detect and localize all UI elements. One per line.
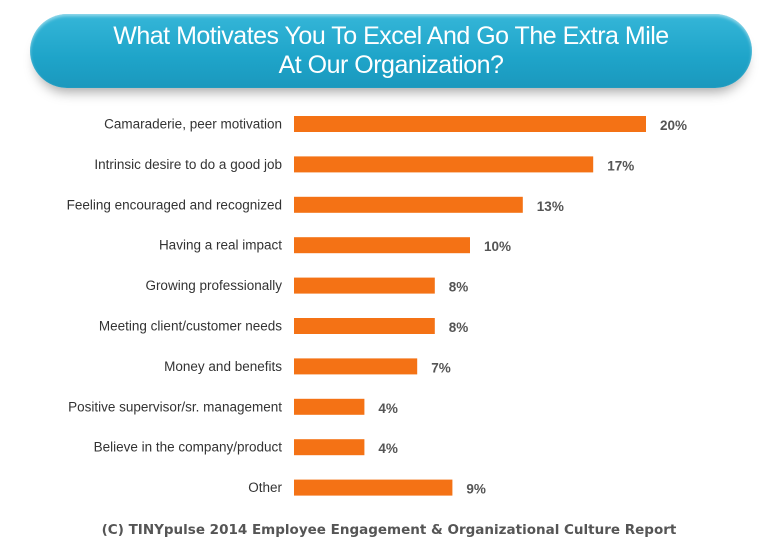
data-label: 20% [660,118,687,133]
bar [294,479,453,496]
chart-title-banner: What Motivates You To Excel And Go The E… [30,14,752,88]
data-label: 4% [378,441,398,456]
bar [294,196,523,213]
bar [294,237,470,254]
data-label: 10% [484,239,511,254]
data-label: 7% [431,360,451,375]
bar [294,439,365,456]
category-label: Intrinsic desire to do a good job [94,157,282,172]
data-label: 9% [466,482,486,497]
bar [294,156,594,173]
category-label: Positive supervisor/sr. management [68,399,282,414]
category-label: Money and benefits [164,359,282,374]
category-label: Camaraderie, peer motivation [104,117,282,132]
chart-title: What Motivates You To Excel And Go The E… [113,22,669,79]
category-label: Feeling encouraged and recognized [67,197,282,212]
bar [294,116,646,132]
category-label: Having a real impact [159,238,282,253]
source-footer: (C) TINYpulse 2014 Employee Engagement &… [101,522,677,538]
category-label: Meeting client/customer needs [99,319,282,334]
bar [294,318,435,334]
data-label: 13% [537,199,564,214]
bar [294,277,435,294]
bar [294,358,418,375]
data-label: 8% [449,280,469,295]
category-label: Believe in the company/product [94,440,283,455]
data-label: 8% [449,320,469,335]
category-label: Other [248,480,282,495]
bar [294,398,365,415]
data-label: 17% [607,158,634,173]
data-label: 4% [378,401,398,416]
category-label: Growing professionally [145,278,282,293]
